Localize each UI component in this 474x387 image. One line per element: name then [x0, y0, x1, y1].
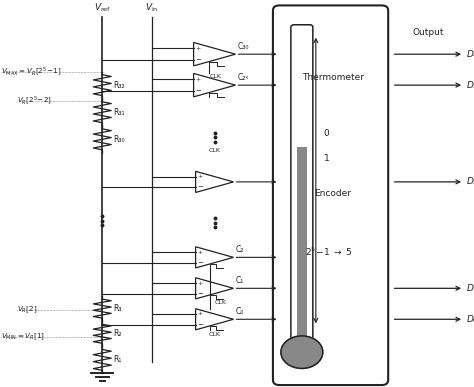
Text: C₃₀: C₃₀: [237, 42, 249, 51]
Text: −: −: [198, 322, 203, 327]
Text: $V_\mathrm{MAX}=V_R[2^5\!-\!1]$: $V_\mathrm{MAX}=V_R[2^5\!-\!1]$: [1, 65, 61, 78]
Circle shape: [281, 336, 323, 368]
Text: $V_\mathrm{MIN}=V_R[1]$: $V_\mathrm{MIN}=V_R[1]$: [1, 331, 45, 342]
Text: D₃: D₃: [466, 80, 474, 90]
Text: +: +: [198, 281, 203, 286]
Text: +: +: [196, 46, 201, 51]
Text: $2^5\!-\!1\ \rightarrow\ 5$: $2^5\!-\!1\ \rightarrow\ 5$: [305, 245, 353, 258]
Text: R₁: R₁: [113, 355, 122, 365]
Text: CLK: CLK: [209, 148, 220, 153]
Text: +: +: [198, 174, 203, 179]
Text: +: +: [196, 77, 201, 82]
Text: +: +: [198, 250, 203, 255]
Text: D₄: D₄: [466, 50, 474, 59]
Text: D₂: D₂: [466, 177, 474, 187]
Text: Output: Output: [412, 28, 444, 38]
Text: R₃₁: R₃₁: [113, 108, 125, 117]
Bar: [297, 147, 307, 343]
Text: C₀: C₀: [236, 307, 244, 316]
Text: $V_\mathrm{ref}$: $V_\mathrm{ref}$: [94, 2, 111, 14]
Text: C₂‹: C₂‹: [237, 73, 249, 82]
Text: D₀: D₀: [466, 315, 474, 324]
Text: −: −: [198, 260, 203, 265]
Text: CLK: CLK: [210, 74, 221, 79]
Text: CLK: CLK: [209, 332, 220, 337]
Text: R₃: R₃: [113, 304, 122, 313]
Text: $V_R[2]$: $V_R[2]$: [18, 304, 38, 315]
Text: C₁: C₁: [236, 276, 244, 285]
Text: −: −: [196, 88, 201, 94]
Text: Encoder: Encoder: [314, 189, 351, 198]
Text: +: +: [198, 312, 203, 317]
Text: −: −: [198, 291, 203, 296]
Text: C₂: C₂: [236, 245, 244, 254]
Text: 1: 1: [324, 154, 329, 163]
Text: R₂: R₂: [113, 329, 122, 338]
FancyBboxPatch shape: [291, 25, 313, 344]
Text: −: −: [198, 184, 203, 190]
Text: 0: 0: [324, 129, 329, 138]
Text: R₃₂: R₃₂: [113, 80, 125, 90]
Text: R₃₀: R₃₀: [113, 135, 125, 144]
Text: CLK: CLK: [215, 300, 227, 305]
Text: $V_\mathrm{in}$: $V_\mathrm{in}$: [146, 2, 159, 14]
Text: $V_R[2^5\!-\!2]$: $V_R[2^5\!-\!2]$: [18, 94, 53, 107]
Text: D₁: D₁: [466, 284, 474, 293]
Text: Thermometer: Thermometer: [302, 73, 364, 82]
FancyBboxPatch shape: [273, 5, 388, 385]
Text: −: −: [196, 57, 201, 63]
